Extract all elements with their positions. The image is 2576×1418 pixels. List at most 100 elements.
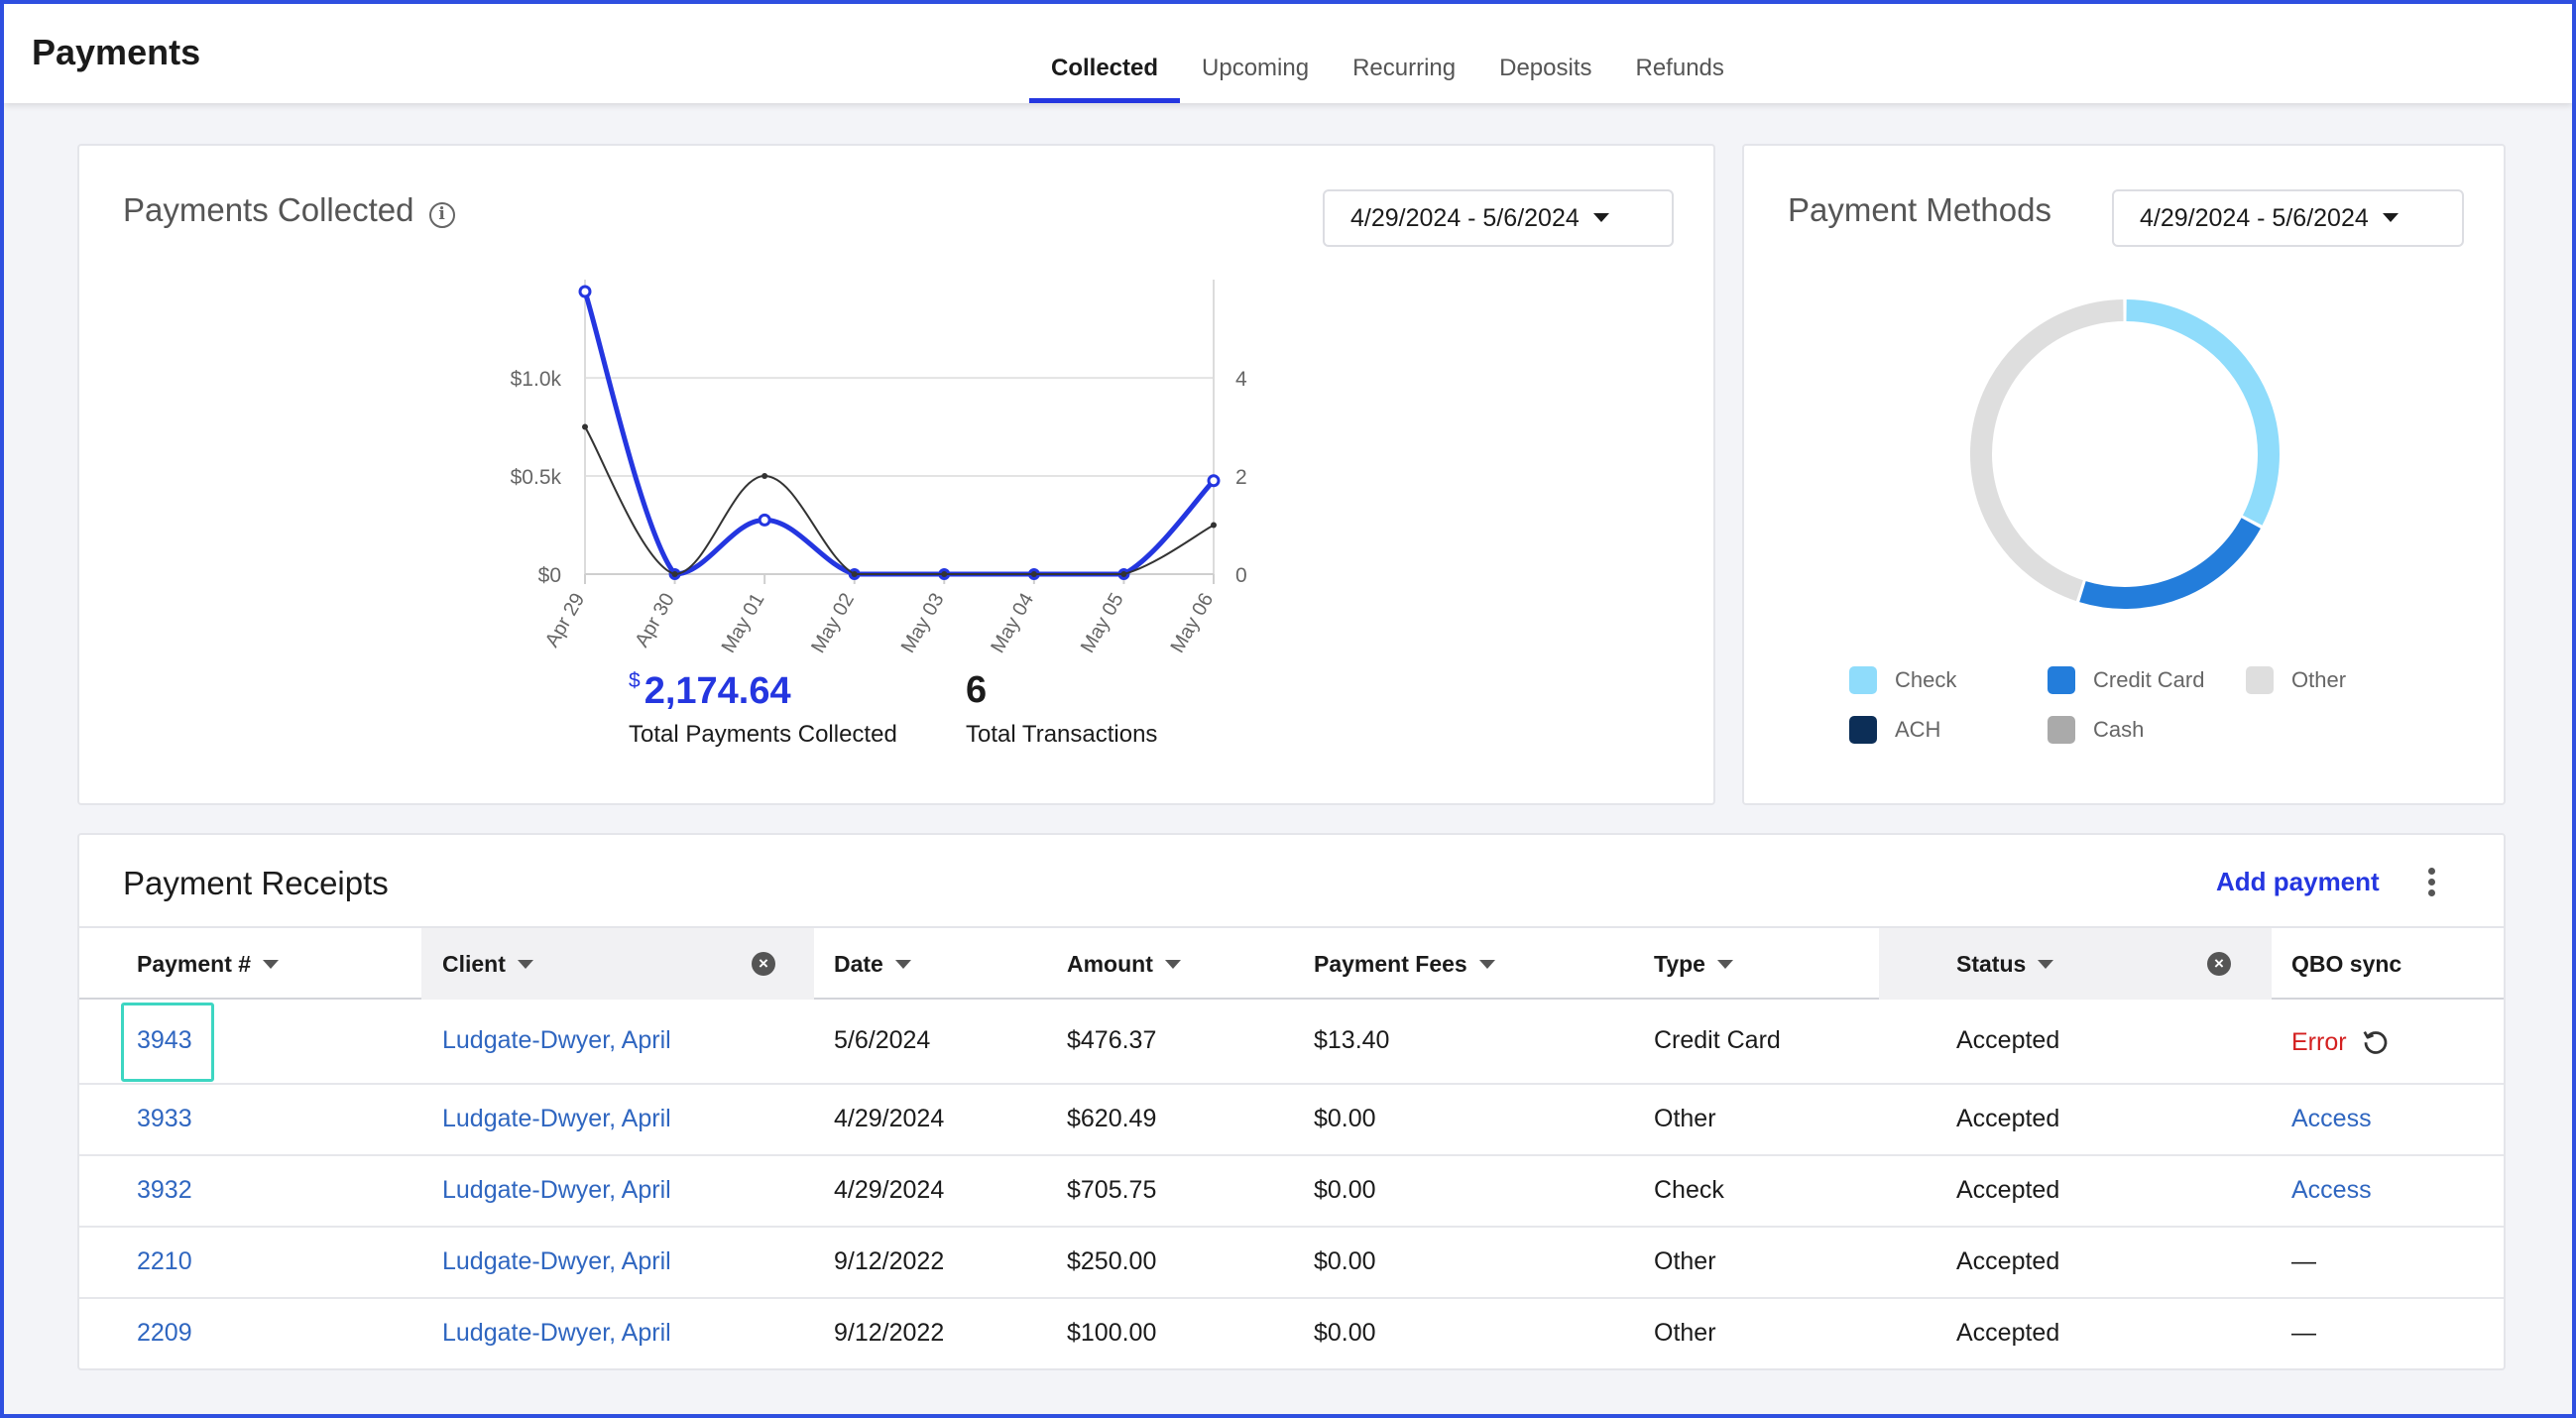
payment-amount: $705.75 (1067, 1176, 1157, 1204)
page-header: Payments Collected Upcoming Recurring De… (4, 4, 2572, 103)
column-header-payment-fees[interactable]: Payment Fees (1314, 928, 1495, 1000)
data-point-amount (1207, 474, 1221, 488)
clear-status-filter-icon[interactable]: × (2207, 952, 2231, 976)
payment-amount: $620.49 (1067, 1105, 1157, 1132)
total-payments-label: Total Payments Collected (629, 721, 897, 748)
tab-recurring[interactable]: Recurring (1352, 55, 1457, 81)
legend-item-credit-card: Credit Card (2048, 666, 2204, 694)
data-point-count (941, 571, 948, 577)
tab-refunds[interactable]: Refunds (1635, 55, 1724, 81)
x-tick-label: May 04 (987, 590, 1038, 657)
methods-date-range-value: 4/29/2024 - 5/6/2024 (2140, 204, 2369, 232)
payment-number-link[interactable]: 3932 (137, 1176, 192, 1204)
payment-fees: $13.40 (1314, 1026, 1390, 1054)
column-header-type[interactable]: Type (1654, 928, 1733, 1000)
payment-type: Other (1654, 1105, 1716, 1132)
data-point-count (1120, 571, 1127, 577)
client-link[interactable]: Ludgate-Dwyer, April (442, 1105, 671, 1132)
x-tick-label: Apr 30 (631, 590, 679, 651)
x-tick-label: May 02 (807, 590, 859, 657)
qbo-sync-cell: Error (2291, 1026, 2391, 1063)
column-header-status[interactable]: Status (1956, 928, 2054, 1000)
payments-collected-card: Payments Collected i 4/29/2024 - 5/6/202… (77, 144, 1715, 805)
payment-date: 4/29/2024 (834, 1176, 945, 1204)
legend-swatch (2048, 716, 2075, 744)
tab-collected[interactable]: Collected (1029, 4, 1181, 103)
payment-status: Accepted (1956, 1319, 2060, 1347)
client-link[interactable]: Ludgate-Dwyer, April (442, 1176, 671, 1204)
info-icon[interactable]: i (428, 202, 455, 228)
payment-type: Credit Card (1654, 1026, 1781, 1054)
collected-date-range-select[interactable]: 4/29/2024 - 5/6/2024 (1323, 189, 1674, 247)
payment-number-link[interactable]: 2210 (137, 1247, 192, 1275)
table-row[interactable]: 3932 Ludgate-Dwyer, April 4/29/2024 $705… (79, 1156, 2504, 1228)
column-header-amount[interactable]: Amount (1067, 928, 1181, 1000)
payment-date: 9/12/2022 (834, 1319, 945, 1347)
column-header-date[interactable]: Date (834, 928, 911, 1000)
methods-date-range-select[interactable]: 4/29/2024 - 5/6/2024 (2112, 189, 2464, 247)
legend-label: Other (2291, 667, 2347, 692)
qbo-sync-access-link[interactable]: Access (2291, 1105, 2372, 1132)
x-tick-label: May 01 (718, 590, 769, 657)
payment-number-link[interactable]: 2209 (137, 1319, 192, 1347)
sort-arrow-icon (1478, 960, 1495, 969)
total-payments-amount: $2,174.64 (629, 669, 791, 713)
retry-sync-icon[interactable] (2361, 1026, 2391, 1063)
table-row[interactable]: 2209 Ludgate-Dwyer, April 9/12/2022 $100… (79, 1299, 2504, 1370)
table-row[interactable]: 3933 Ludgate-Dwyer, April 4/29/2024 $620… (79, 1085, 2504, 1156)
more-options-icon[interactable] (2421, 865, 2441, 898)
clear-client-filter-icon[interactable]: × (752, 952, 775, 976)
legend-swatch (1849, 716, 1877, 744)
payment-amount: $250.00 (1067, 1247, 1157, 1275)
currency-symbol: $ (629, 669, 641, 692)
payment-date: 5/6/2024 (834, 1026, 931, 1054)
qbo-sync-access-link[interactable]: Access (2291, 1176, 2372, 1204)
qbo-sync-error: Error (2291, 1028, 2347, 1056)
client-column-filter-highlight (421, 928, 814, 1000)
payment-fees: $0.00 (1314, 1176, 1376, 1204)
payment-type: Other (1654, 1247, 1716, 1275)
payment-date: 4/29/2024 (834, 1105, 945, 1132)
legend-label: ACH (1895, 717, 1941, 742)
legend-swatch (1849, 666, 1877, 694)
y-left-tick-label: $0.5k (511, 466, 562, 489)
table-row[interactable]: 3943 Ludgate-Dwyer, April 5/6/2024 $476.… (79, 1000, 2504, 1085)
legend-swatch (2246, 666, 2274, 694)
column-header-client[interactable]: Client (442, 928, 533, 1000)
total-transactions-label: Total Transactions (966, 721, 1158, 748)
column-header-payment-number[interactable]: Payment # (137, 928, 280, 1000)
client-link[interactable]: Ludgate-Dwyer, April (442, 1319, 671, 1347)
payment-number-link[interactable]: 3943 (137, 1026, 192, 1054)
payments-collected-title: Payments Collected i (123, 191, 455, 229)
tab-upcoming[interactable]: Upcoming (1202, 55, 1310, 81)
payment-status: Accepted (1956, 1026, 2060, 1054)
series-line-count (584, 426, 1215, 576)
payment-amount: $476.37 (1067, 1026, 1157, 1054)
y-right-tick-label: 0 (1235, 564, 1247, 587)
page-title: Payments (32, 32, 201, 72)
donut-slice-other (1970, 299, 2124, 602)
qbo-sync-none: — (2291, 1247, 2316, 1275)
data-point-count (1211, 522, 1217, 529)
receipts-table: Payment # Client × Date Amount Payment F… (79, 926, 2504, 1370)
payment-receipts-card: Payment Receipts Add payment Payment # C… (77, 833, 2506, 1370)
client-link[interactable]: Ludgate-Dwyer, April (442, 1026, 671, 1054)
table-row[interactable]: 2210 Ludgate-Dwyer, April 9/12/2022 $250… (79, 1228, 2504, 1299)
y-left-tick-label: $0 (538, 564, 561, 587)
payment-number-link[interactable]: 3933 (137, 1105, 192, 1132)
y-left-tick-label: $1.0k (511, 368, 562, 391)
sort-arrow-icon (1164, 960, 1181, 969)
data-point-count (851, 571, 858, 577)
x-tick-label: Apr 29 (541, 590, 590, 651)
legend-item-other: Other (2246, 666, 2346, 694)
total-payments-value: 2,174.64 (644, 670, 791, 712)
x-tick-label: May 06 (1166, 590, 1218, 657)
add-payment-button[interactable]: Add payment (2216, 867, 2380, 896)
legend-item-check: Check (1849, 666, 1956, 694)
payment-methods-title: Payment Methods (1788, 191, 2051, 228)
donut-slice-credit-card (2079, 518, 2261, 609)
tab-deposits[interactable]: Deposits (1499, 55, 1592, 81)
data-point-count (671, 571, 678, 577)
payment-amount: $100.00 (1067, 1319, 1157, 1347)
client-link[interactable]: Ludgate-Dwyer, April (442, 1247, 671, 1275)
